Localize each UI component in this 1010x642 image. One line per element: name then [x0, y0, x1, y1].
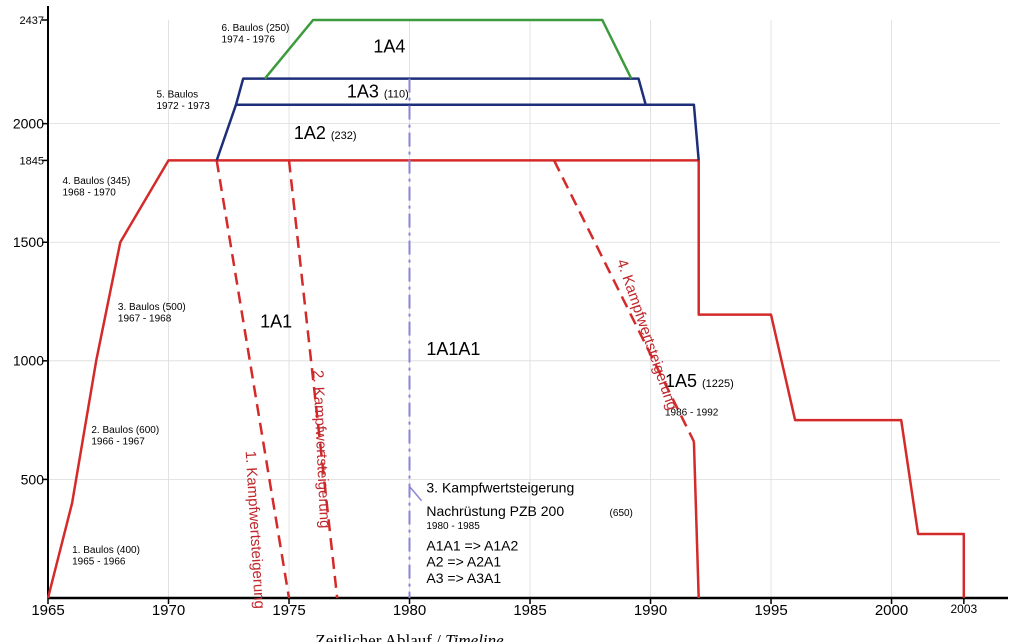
- kwst3-conversions-line-1: A2 => A2A1: [426, 554, 501, 570]
- kwst4-label: 4. Kampfwertsteigerung: [613, 257, 681, 412]
- series-line-2: [215, 103, 700, 161]
- x-tick-label-2000: 2000: [875, 602, 908, 619]
- x-axis-title: Zeitlicher Ablauf / Timeline: [315, 631, 504, 642]
- kwst3-years-line-0: 1980 - 1985: [426, 521, 480, 532]
- y-tick-label-1845: 1845: [20, 155, 44, 167]
- label-1a2: 1A2 (232): [294, 123, 357, 143]
- baulos2-line-0: 2. Baulos (600): [91, 425, 159, 436]
- kwst1-label: 1. Kampfwertsteigerung: [242, 450, 268, 609]
- y-tick-label-500: 500: [21, 471, 45, 487]
- baulos1-line-1: 1965 - 1966: [72, 556, 126, 567]
- baulos2-line-1: 1966 - 1967: [91, 437, 145, 448]
- x-tick-label-2003: 2003: [950, 602, 977, 616]
- y-tick-label-1500: 1500: [13, 234, 44, 250]
- label-1a3-count: (110): [384, 89, 409, 101]
- label-1a5-count: (1225): [702, 378, 734, 390]
- label-1a2-count: (232): [331, 130, 357, 142]
- series-line-0: [46, 159, 966, 599]
- baulos5-line-0: 5. Baulos: [156, 90, 198, 101]
- series-line-7: [552, 159, 696, 443]
- label-1a1-line-0: 1A1: [260, 312, 292, 332]
- series-line-4: [263, 18, 633, 80]
- baulos4-line-1: 1968 - 1970: [62, 188, 116, 199]
- series-line-6: [287, 160, 339, 599]
- label-1a5-range-line-0: 1986 - 1992: [665, 407, 719, 418]
- kwst3-count-line-0: (650): [610, 508, 633, 519]
- x-tick-label-1965: 1965: [31, 602, 64, 619]
- x-tick-label-1980: 1980: [393, 602, 426, 619]
- x-axis-title-italic: Timeline: [445, 631, 504, 642]
- baulos6-line-0: 6. Baulos (250): [222, 23, 290, 34]
- x-tick-label-1975: 1975: [272, 602, 305, 619]
- series-line-3: [234, 77, 647, 106]
- kwst3-conversions-line-2: A3 => A3A1: [426, 570, 501, 586]
- kwst3-line-0: 3. Kampfwertsteigerung: [426, 479, 574, 495]
- series-line-5: [215, 160, 291, 599]
- kwst3-leader-line: [408, 486, 423, 502]
- x-tick-label-1990: 1990: [634, 602, 667, 619]
- series-line-1: [692, 441, 700, 599]
- label-1a3: 1A3 (110): [347, 82, 409, 102]
- baulos6-line-1: 1974 - 1976: [222, 35, 276, 46]
- y-tick-label-1000: 1000: [13, 353, 44, 369]
- x-tick-label-1970: 1970: [152, 602, 185, 619]
- kwst2-label: 2. Kampfwertsteigerung: [309, 370, 333, 529]
- baulos4-line-0: 4. Baulos (345): [62, 176, 130, 187]
- baulos5-line-1: 1972 - 1973: [156, 101, 210, 112]
- label-1a4-line-0: 1A4: [373, 36, 405, 56]
- baulos3-line-0: 3. Baulos (500): [118, 302, 186, 313]
- baulos3-line-1: 1967 - 1968: [118, 313, 172, 324]
- label-1a1a1-line-0: 1A1A1: [426, 339, 480, 359]
- y-tick-label-2000: 2000: [13, 116, 44, 132]
- baulos1-line-0: 1. Baulos (400): [72, 545, 140, 556]
- x-tick-label-1995: 1995: [754, 602, 787, 619]
- kwst3-conversions-line-0: A1A1 => A1A2: [426, 538, 518, 554]
- label-1a5: 1A5 (1225): [665, 371, 734, 391]
- y-tick-label-2437: 2437: [20, 15, 44, 27]
- x-tick-label-1985: 1985: [513, 602, 546, 619]
- kwst3-nachruestung-line-0: Nachrüstung PZB 200: [426, 503, 564, 519]
